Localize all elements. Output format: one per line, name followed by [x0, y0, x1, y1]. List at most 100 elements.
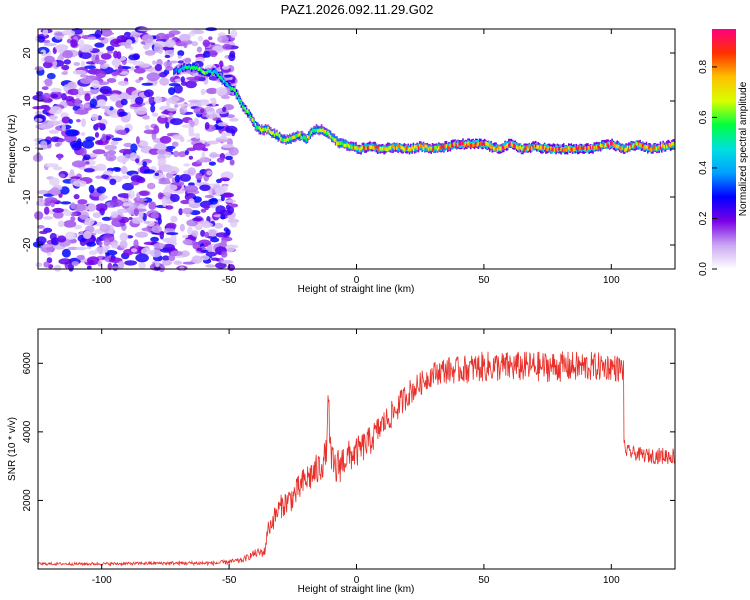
ridge-cell [427, 147, 430, 151]
ridge-cell [359, 148, 361, 152]
ridge-cell [527, 147, 529, 151]
ridge-cell [198, 68, 201, 75]
noise-blob [168, 253, 176, 262]
noise-blob [135, 158, 140, 164]
noise-blob [52, 207, 64, 213]
noise-blob [73, 194, 80, 200]
ridge-cell [383, 146, 385, 150]
ridge-cell [380, 147, 383, 151]
noise-blob [192, 217, 203, 222]
ridge-cell [355, 146, 357, 150]
noise-blob [130, 181, 140, 186]
ridge-cell [234, 88, 236, 92]
ridge-cell [215, 70, 217, 74]
noise-blob [80, 132, 86, 136]
noise-blob [142, 115, 150, 120]
ridge-cell [653, 145, 655, 149]
noise-blob [221, 131, 227, 139]
ridge-cell [368, 146, 370, 150]
ridge-cell [668, 142, 671, 147]
noise-blob [205, 264, 216, 268]
noise-blob [81, 139, 95, 149]
noise-blob [119, 71, 129, 75]
ridge-cell [570, 147, 573, 151]
noise-blob [78, 211, 90, 220]
noise-blob [116, 129, 127, 135]
noise-blob [161, 260, 172, 266]
ridge-cell [472, 143, 474, 147]
ridge-cell [396, 146, 398, 150]
noise-blob [170, 233, 177, 242]
ridge-cell [397, 145, 399, 152]
ridge-cell [203, 71, 206, 75]
ridge-cell [277, 133, 280, 137]
ridge-cell [608, 141, 611, 146]
noise-blob [206, 111, 214, 116]
noise-blob [206, 170, 213, 176]
noise-blob [143, 129, 156, 135]
ridge-cell [188, 64, 190, 69]
ridge-cell [241, 101, 244, 108]
noise-blob [50, 187, 61, 196]
noise-blob [177, 55, 182, 59]
noise-blob [157, 217, 162, 225]
noise-blob [167, 107, 178, 112]
noise-blob [108, 257, 123, 264]
ridge-cell [518, 145, 520, 150]
ridge-cell [224, 80, 226, 87]
noise-blob [57, 138, 66, 143]
noise-blob [110, 140, 119, 146]
ridge-cell [548, 147, 551, 152]
ridge-cell [289, 136, 291, 140]
noise-blob [154, 172, 160, 176]
noise-blob [128, 54, 140, 61]
ridge-cell [547, 146, 550, 151]
ridge-cell [329, 131, 332, 138]
noise-blob [192, 196, 202, 203]
ridge-cell [481, 142, 483, 147]
ridge-cell [599, 143, 602, 147]
noise-blob [199, 184, 211, 192]
noise-blob [107, 150, 117, 156]
ridge-cell [384, 147, 387, 151]
noise-blob [136, 192, 141, 202]
ridge-cell [658, 144, 660, 149]
ridge-cell [626, 145, 629, 150]
noise-blob [135, 231, 148, 238]
ridge-cell [292, 136, 295, 143]
noise-blob [165, 205, 174, 210]
ridge-cell [229, 86, 231, 90]
ridge-cell [639, 143, 641, 147]
ridge-cell [468, 143, 471, 147]
noise-blob [107, 262, 113, 271]
noise-blob [60, 201, 72, 205]
ridge-cell [608, 142, 611, 149]
ridge-cell [629, 145, 631, 150]
noise-blob [80, 147, 87, 157]
ridge-cell [650, 148, 653, 152]
ridge-cell [416, 146, 418, 150]
noise-blob [216, 139, 230, 143]
ridge-cell [268, 129, 271, 133]
ridge-cell [184, 65, 187, 72]
ridge-cell [361, 145, 364, 149]
ridge-cell [244, 107, 246, 111]
ridge-cell [604, 143, 607, 147]
ridge-cell [227, 84, 230, 88]
noise-blob [205, 251, 217, 257]
noise-blob [141, 82, 154, 86]
noise-blob [72, 180, 87, 187]
ridge-cell [621, 146, 624, 150]
noise-blob [87, 256, 100, 265]
ridge-cell [328, 132, 331, 137]
noise-blob [225, 244, 236, 253]
noise-blob [119, 240, 128, 249]
snr-y-axis-label: SNR (10 * v/v) [7, 417, 18, 481]
noise-blob [107, 50, 114, 54]
ridge-cell [448, 145, 450, 150]
ridge-cell [289, 137, 291, 144]
ridge-cell [533, 144, 536, 149]
noise-blob [227, 264, 235, 271]
noise-blob [40, 140, 48, 149]
ridge-cell [473, 143, 476, 148]
